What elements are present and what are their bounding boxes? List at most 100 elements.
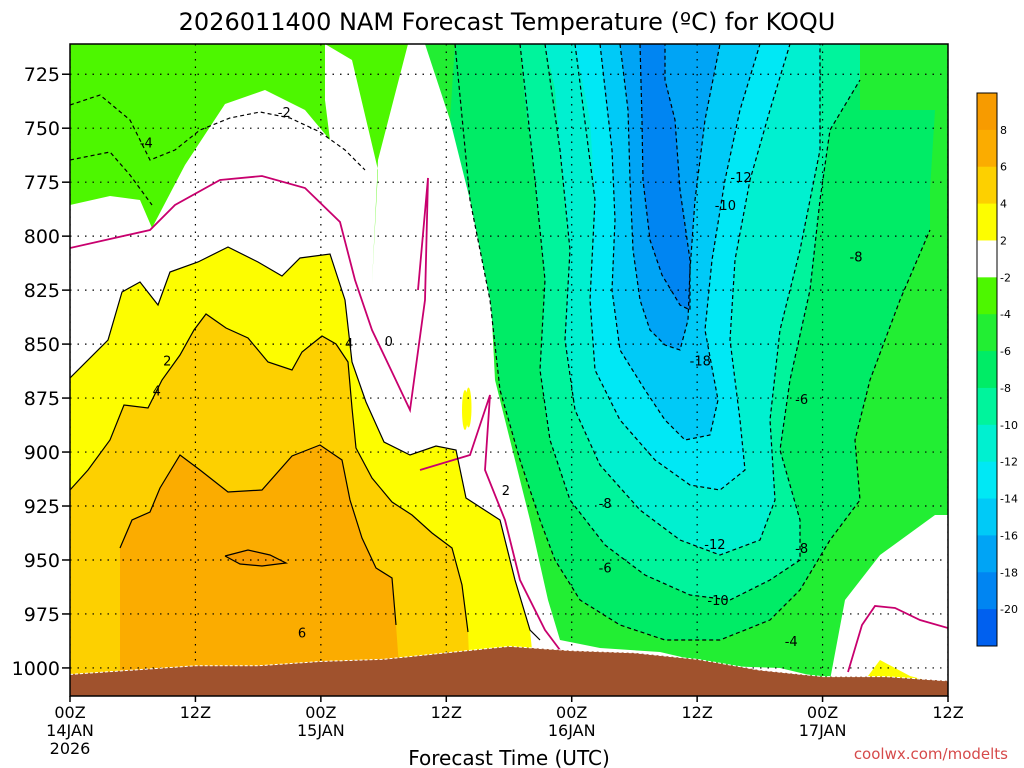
- y-tick-label: 725: [24, 64, 60, 86]
- x-tick-label: 12Z: [681, 703, 712, 722]
- contour-zero-line: [419, 394, 561, 651]
- x-axis-label: Forecast Time (UTC): [408, 746, 610, 768]
- x-tick-label: 00Z: [54, 703, 85, 722]
- plot-frame: [69, 43, 949, 697]
- y-tick-label: 975: [24, 604, 60, 626]
- contour-label: -10: [707, 594, 728, 609]
- contour-label: -4: [785, 635, 798, 650]
- colorbar-swatch: [977, 609, 997, 647]
- x-tick-label: 14JAN: [46, 721, 94, 740]
- field-warm-pocket: [462, 390, 468, 430]
- colorbar-label: -18: [1000, 566, 1018, 579]
- colorbar-label: -16: [1000, 529, 1018, 542]
- colorbar-swatch: [977, 387, 997, 426]
- contour-label: -8: [850, 251, 863, 266]
- colorbar-swatch: [977, 93, 997, 131]
- colorbar-swatch: [977, 129, 997, 168]
- contour-plus6-line: [119, 444, 397, 626]
- y-tick-label: 750: [24, 118, 60, 140]
- colorbar-label: -2: [1000, 271, 1011, 284]
- colorbar-swatch: [977, 498, 997, 536]
- colorbar-label: -20: [1000, 603, 1018, 616]
- x-tick-label: 17JAN: [799, 721, 847, 740]
- contour-label: 6: [298, 626, 306, 641]
- contour-label: -12: [704, 538, 725, 553]
- colorbar-label: -4: [1000, 308, 1011, 321]
- colorbar-label: 6: [1000, 161, 1007, 174]
- colorbar-swatch: [977, 424, 997, 463]
- contour-minus14-line: [599, 44, 761, 441]
- contour-label: -4: [140, 136, 153, 151]
- y-axis: 725 750 775 800 825 850 875 900 925 950 975 1000: [12, 64, 70, 680]
- y-tick-label: 1000: [12, 658, 60, 680]
- x-tick-label: 00Z: [305, 703, 336, 722]
- y-tick-label: 875: [24, 388, 60, 410]
- x-tick-label: 15JAN: [297, 721, 345, 740]
- colorbar-label: 4: [1000, 198, 1007, 211]
- colorbar: 8 6 4 2 -2 -4 -6 -8 -10 -12 -14 -16 -18 -20: [976, 92, 1018, 647]
- y-tick-label: 950: [24, 550, 60, 572]
- terrain-surface-line: [70, 645, 948, 682]
- contour-label: -6: [795, 393, 808, 408]
- plot-area: -2 -4 2 4 4 0 2 6 -8 -6 -12 -10 -18 -6 -8 -12 -8 -10 -4: [70, 44, 948, 696]
- x-tick-label: 16JAN: [548, 721, 596, 740]
- contour-label: -10: [715, 199, 736, 214]
- colorbar-swatch: [977, 166, 997, 205]
- contour-plus4-line: [70, 313, 469, 633]
- colorbar-label: -12: [1000, 456, 1018, 469]
- contour-minus12-line: [574, 44, 791, 491]
- contour-plus8-line: [224, 549, 289, 567]
- colorbar-label: -6: [1000, 345, 1011, 358]
- contour-minus16-line: [619, 44, 721, 351]
- contour-label: -8: [599, 497, 612, 512]
- field-warm-patch-east: [865, 660, 925, 680]
- contour-label: -6: [599, 562, 612, 577]
- x-tick-label: 2026: [50, 739, 91, 758]
- contour-label: -2: [278, 106, 291, 121]
- y-tick-label: 800: [24, 226, 60, 248]
- colorbar-label: -14: [1000, 493, 1018, 506]
- x-tick-label: 12Z: [932, 703, 963, 722]
- field-band-plus8: [225, 550, 286, 566]
- terrain-layer: [70, 645, 948, 696]
- y-tick-label: 850: [24, 334, 60, 356]
- terrain-ground: [70, 646, 948, 696]
- colorbar-label: -10: [1000, 419, 1018, 432]
- chart-title-group: 2026011400 NAM Forecast Temperature (ºC)…: [179, 8, 836, 36]
- contour-label: 2: [163, 354, 171, 369]
- y-tick-label: 900: [24, 442, 60, 464]
- contour-label: -8: [795, 542, 808, 557]
- x-tick-label: 00Z: [556, 703, 587, 722]
- contour-zero-line: [70, 175, 429, 414]
- colorbar-swatch: [977, 461, 997, 500]
- y-tick-label: 775: [24, 172, 60, 194]
- x-tick-label: 12Z: [431, 703, 462, 722]
- contour-labels: -2 -4 2 4 4 0 2 6 -8 -6 -12 -10 -18 -6 -8 -12 -8 -10 -4: [140, 106, 863, 650]
- colorbar-label: -8: [1000, 382, 1011, 395]
- contour-label: -12: [730, 171, 751, 186]
- watermark-link[interactable]: coolwx.com/modelts: [854, 745, 1008, 763]
- contour-minus10-line: [544, 44, 821, 556]
- field-band-minus4: [70, 44, 408, 284]
- colorbar-swatch: [977, 572, 997, 610]
- colorbar-swatch: [977, 351, 997, 389]
- temperature-fields: [70, 44, 948, 680]
- colorbar-swatch: [977, 203, 997, 241]
- contour-label: 2: [502, 484, 510, 499]
- contour-plus2-line: [70, 246, 541, 641]
- contour-minus18-line: [639, 44, 691, 311]
- contour-label: -18: [690, 354, 711, 369]
- x-tick-label: 12Z: [180, 703, 211, 722]
- colorbar-swatch: [977, 240, 997, 278]
- field-band-minus20: [640, 44, 690, 310]
- colorbar-swatch: [977, 277, 997, 315]
- contour-label: 4: [345, 337, 353, 352]
- x-tick-label: 00Z: [807, 703, 838, 722]
- contour-lines: [70, 44, 948, 673]
- contour-minus2-line: [70, 94, 366, 171]
- contour-minus6-line: [454, 44, 931, 641]
- colorbar-label: 2: [1000, 234, 1007, 247]
- chart-title: 2026011400 NAM Forecast Temperature (ºC)…: [179, 8, 836, 36]
